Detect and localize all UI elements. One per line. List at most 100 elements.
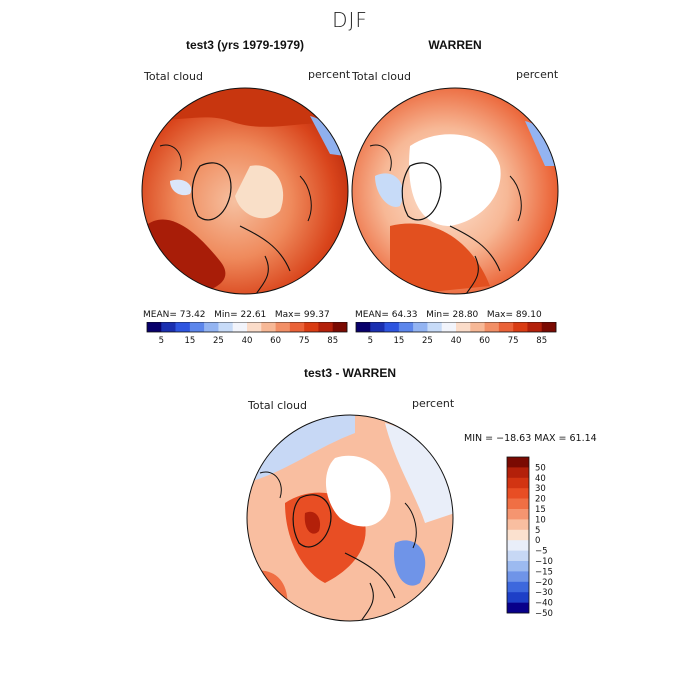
panel3-colorbar-swatch — [507, 561, 529, 572]
panel1-colorbar-frame — [146, 322, 348, 333]
panel2-low-cloud-canada — [375, 173, 404, 207]
panel1-map — [141, 87, 349, 295]
panel1-colorbar-swatch — [332, 322, 348, 332]
panel2-map — [351, 87, 559, 295]
panel2-max-value: 89.10 — [515, 310, 542, 320]
panel1-colorbar: 515254060758595 — [146, 322, 348, 346]
panel3-colorbar-swatch — [507, 488, 529, 499]
panel3-colorbar-swatch — [507, 467, 529, 479]
panel1-stats: MEAN= 73.42 Min= 22.61 Max= 99.37 — [143, 310, 330, 320]
panel1-colorbar-swatch — [275, 322, 291, 332]
panel2-colorbar-swatch — [513, 322, 528, 332]
panel3-coast-greenland — [292, 494, 332, 548]
panel1-colorbar-swatch — [289, 322, 305, 332]
panel3-map — [246, 414, 454, 622]
panel2-unit-label: percent — [516, 68, 559, 81]
panel1-colorbar-tick-label: 5 — [159, 336, 164, 346]
panel1-colorbar-swatch — [189, 322, 205, 332]
panel3-missing-arctic — [325, 455, 391, 527]
panel1-colorbar-swatch — [247, 322, 262, 332]
panel1-min-value: 22.61 — [240, 310, 267, 320]
panel3-colorbar-tick-label: 0 — [535, 536, 540, 546]
panel1-colorbar-swatch — [318, 322, 334, 332]
panel1-colorbar-swatch — [204, 322, 219, 332]
panel3-colorbar-tick-label: −15 — [535, 567, 553, 577]
panel2-colorbar-swatch — [456, 322, 471, 332]
figure-title: DJF — [332, 8, 368, 32]
panel2-colorbar-swatch — [384, 322, 400, 332]
panel2-colorbar-swatch — [427, 322, 443, 332]
panel3-colorbar-tick-label: −50 — [535, 609, 553, 619]
panel3-colorbar-swatch — [507, 529, 529, 541]
panel3-negative-siberia — [394, 540, 426, 586]
panel1-min-label: Min= — [214, 310, 238, 320]
panel1-colorbar-tick-label: 40 — [242, 336, 253, 346]
panel1-unit-label: percent — [308, 68, 351, 81]
panel1-colorbar-tick-label: 25 — [213, 336, 224, 346]
panel2-colorbar-swatch — [441, 322, 457, 332]
panel3-colorbar-swatch — [507, 457, 529, 468]
panel3-colorbar-tick-label: 40 — [535, 474, 546, 484]
panel1-colorbar-swatch — [147, 322, 162, 332]
panel1-blue-patch — [170, 179, 192, 196]
panel2-variable-label: Total cloud — [352, 70, 411, 83]
panel1-colorbar-tick-label: 85 — [327, 336, 338, 346]
panel2-colorbar-swatch — [370, 322, 385, 332]
panel3-colorbar-tick-label: −5 — [535, 547, 548, 557]
panel3-minmax: MIN = −18.63 MAX = 61.14 — [464, 433, 597, 444]
panel2-title: WARREN — [428, 38, 482, 52]
panel3-colorbar-tick-label: 15 — [535, 505, 546, 515]
panel3-colorbar-swatch — [507, 540, 529, 551]
panel1-colorbar-swatch — [261, 322, 276, 332]
panel1-colorbar-tick-label: 75 — [299, 336, 310, 346]
panel2-colorbar-tick-label: 75 — [508, 336, 519, 346]
panel1-max-label: Max= — [274, 310, 302, 320]
panel2-colorbar-swatch — [498, 322, 514, 332]
panel2-colorbar: 515254060758595 — [355, 322, 557, 346]
panel2-colorbar-tick-label: 85 — [536, 336, 547, 346]
panel1-colorbar-swatch — [304, 322, 319, 332]
panel2-mean-label: MEAN= — [355, 310, 389, 320]
panel3-colorbar-swatch — [507, 477, 529, 489]
panel1-low-cloud-arctic — [235, 165, 284, 219]
panel3-variable-label: Total cloud — [248, 399, 307, 412]
panel2-colorbar-swatch — [398, 322, 414, 332]
panel2-coast-misc — [369, 144, 522, 222]
panel1-coast-greenland — [191, 162, 232, 221]
panel1-colorbar-swatch — [232, 322, 248, 332]
panel3-coast-misc — [259, 471, 417, 549]
panel1-colorbar-swatch — [175, 322, 191, 332]
panel3-colorbar-tick-label: 30 — [535, 484, 546, 494]
panel2-colorbar-tick-label: 5 — [368, 336, 373, 346]
panel2-colorbar-frame — [355, 322, 557, 333]
panel1-mean-label: MEAN= — [143, 310, 177, 320]
panel2-colorbar-tick-label: 25 — [422, 336, 433, 346]
panel2-colorbar-swatch — [527, 322, 543, 332]
panel1-map-border — [141, 87, 349, 295]
panel3-colorbar-tick-label: −30 — [535, 588, 553, 598]
panel3-colorbar-tick-label: −20 — [535, 578, 553, 588]
panel2-mean-value: 64.33 — [391, 310, 418, 320]
panel3-map-border — [246, 414, 454, 622]
panel1-mean-value: 73.42 — [179, 310, 206, 320]
panel3-colorbar-swatch — [507, 498, 529, 510]
panel1-colorbar-swatch — [218, 322, 234, 332]
panel1-max-value: 99.37 — [303, 310, 330, 320]
panel2-colorbar-swatch — [413, 322, 428, 332]
panel2-max-label: Max= — [486, 310, 514, 320]
panel2-colorbar-tick-label: 40 — [451, 336, 462, 346]
panel2-map-border — [351, 87, 559, 295]
panel2-high-cloud-atlantic — [390, 223, 490, 294]
panel1-colorbar-tick-label: 15 — [184, 336, 195, 346]
panel2-min-value: 28.80 — [452, 310, 479, 320]
panel1-colorbar-tick-label: 60 — [270, 336, 281, 346]
panel3-colorbar-swatch — [507, 571, 529, 583]
panel3-colorbar-swatch — [507, 509, 529, 520]
panel2-colorbar-tick-label: 60 — [479, 336, 490, 346]
panel3-colorbar-swatch — [507, 602, 529, 614]
panel2-colorbar-swatch — [484, 322, 500, 332]
panel1-colorbar-swatch — [161, 322, 176, 332]
panel1-title: test3 (yrs 1979-1979) — [185, 38, 305, 52]
panel2-stats: MEAN= 64.33 Min= 28.80 Max= 89.10 — [355, 310, 542, 320]
